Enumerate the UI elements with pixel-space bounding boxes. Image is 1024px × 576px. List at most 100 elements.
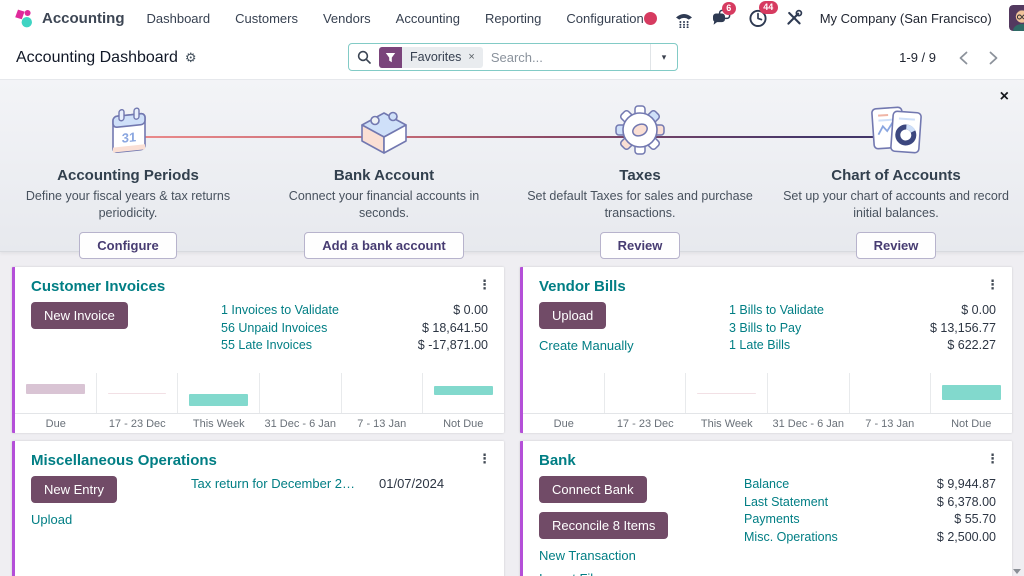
chart-column bbox=[767, 373, 849, 413]
journal-entry-link[interactable]: Tax return for December 2… bbox=[191, 476, 356, 491]
create-manually-link[interactable]: Create Manually bbox=[539, 338, 634, 353]
voip-phone-icon[interactable] bbox=[674, 9, 694, 28]
amount-row-link[interactable]: Payments bbox=[744, 512, 800, 526]
facet-label: Favorites bbox=[410, 50, 462, 64]
chart-bar[interactable] bbox=[942, 385, 1002, 400]
app-name[interactable]: Accounting bbox=[42, 9, 125, 27]
activities-badge: 44 bbox=[758, 1, 778, 14]
search-dropdown-caret-icon[interactable]: ▾ bbox=[650, 44, 677, 70]
activities-clock-icon[interactable]: 44 bbox=[748, 1, 778, 28]
chart-bar[interactable] bbox=[434, 386, 494, 395]
chart-bar[interactable] bbox=[189, 394, 249, 406]
menu-item[interactable]: Reporting bbox=[485, 10, 542, 26]
amount-row-link[interactable]: Balance bbox=[744, 477, 790, 491]
card-action-button[interactable]: Reconcile 8 Items bbox=[539, 512, 669, 539]
company-switcher[interactable]: My Company (San Francisco) bbox=[819, 10, 992, 26]
card-misc-operations[interactable]: Miscellaneous Operations ⋮ New Entry Upl… bbox=[12, 441, 504, 576]
step-title: Accounting Periods bbox=[57, 167, 199, 184]
step-title: Taxes bbox=[619, 167, 661, 184]
vendor-bills-chart: Due 17 - 23 Dec This Week 31 Dec - 6 Jan 7 -… bbox=[523, 373, 1012, 433]
amount-value: $ 0.00 bbox=[453, 303, 488, 317]
new-entry-button[interactable]: New Entry bbox=[31, 476, 117, 503]
chart-category-label: 31 Dec - 6 Jan bbox=[772, 418, 845, 430]
amount-row-link[interactable]: 1 Late Bills bbox=[729, 338, 791, 352]
top-navbar: Accounting Dashboard Customers Vendors A… bbox=[0, 0, 1024, 36]
amount-row-link[interactable]: Last Statement bbox=[744, 494, 829, 509]
card-title[interactable]: Vendor Bills bbox=[539, 278, 626, 295]
journal-entry-date: 01/07/2024 bbox=[379, 476, 445, 491]
amount-row-link[interactable]: 3 Bills to Pay bbox=[729, 320, 802, 335]
chart-bar[interactable] bbox=[107, 393, 167, 394]
step-title: Chart of Accounts bbox=[831, 167, 961, 184]
odoo-app-logo-icon[interactable] bbox=[12, 7, 34, 29]
amount-row-link[interactable]: Misc. Operations bbox=[744, 529, 838, 544]
pager-previous-button[interactable] bbox=[948, 44, 978, 72]
chart-category-label: 31 Dec - 6 Jan bbox=[264, 418, 337, 430]
card-vendor-bills[interactable]: Vendor Bills ⋮ Upload Create Manually 1 … bbox=[520, 267, 1012, 433]
amount-value: $ -17,871.00 bbox=[417, 338, 488, 352]
chart-column bbox=[177, 373, 259, 413]
puzzle-icon bbox=[256, 98, 512, 162]
scrollbar-arrow-icon[interactable] bbox=[1013, 569, 1021, 574]
chart-category-label: 17 - 23 Dec bbox=[108, 418, 166, 430]
card-kebab-menu-icon[interactable]: ⋮ bbox=[478, 451, 491, 466]
card-action-link[interactable]: Import File bbox=[539, 571, 600, 576]
amount-value: $ 18,641.50 bbox=[421, 320, 488, 335]
chart-category-label: 7 - 13 Jan bbox=[865, 418, 915, 430]
step-action-button[interactable]: Add a bank account bbox=[304, 231, 464, 259]
step-description: Connect your financial accounts in secon… bbox=[288, 189, 480, 220]
chart-category-label: Not Due bbox=[951, 418, 992, 430]
card-kebab-menu-icon[interactable]: ⋮ bbox=[986, 277, 999, 292]
onboarding-step: 31 Accounting Periods Define your fiscal… bbox=[0, 98, 256, 259]
menu-item[interactable]: Dashboard bbox=[146, 10, 211, 26]
amount-row-link[interactable]: 55 Late Invoices bbox=[221, 338, 313, 352]
pager-value: 1-9 / 9 bbox=[899, 50, 936, 65]
amount-row-link[interactable]: 1 Bills to Validate bbox=[729, 303, 824, 317]
card-kebab-menu-icon[interactable]: ⋮ bbox=[986, 451, 999, 466]
step-action-button[interactable]: Review bbox=[855, 231, 937, 259]
user-avatar[interactable] bbox=[1008, 5, 1024, 31]
menu-item[interactable]: Accounting bbox=[395, 10, 460, 26]
search-input[interactable] bbox=[490, 49, 650, 65]
card-bank[interactable]: Bank ⋮ Connect Bank Reconcile 8 Items Ne… bbox=[520, 441, 1012, 576]
pager-next-button[interactable] bbox=[978, 44, 1008, 72]
chart-column bbox=[930, 373, 1012, 413]
card-action-link[interactable]: New Transaction bbox=[539, 548, 636, 563]
menu-item[interactable]: Customers bbox=[235, 10, 298, 26]
kanban-amount-row: 1 Late Bills $ 622.27 bbox=[729, 338, 996, 353]
page-title: Accounting Dashboard bbox=[16, 48, 178, 66]
view-settings-gear-icon[interactable]: ⚙ bbox=[184, 49, 197, 65]
amount-row-link[interactable]: 56 Unpaid Invoices bbox=[221, 320, 328, 335]
card-action-button[interactable]: Connect Bank bbox=[539, 476, 647, 503]
chart-column bbox=[15, 373, 96, 413]
step-action-button[interactable]: Configure bbox=[79, 231, 177, 259]
step-action-button[interactable]: Review bbox=[599, 231, 681, 259]
upload-bill-button[interactable]: Upload bbox=[539, 302, 607, 329]
menu-item[interactable]: Configuration bbox=[566, 10, 644, 26]
chart-column bbox=[95, 373, 178, 413]
onboarding-step: Taxes Set default Taxes for sales and pu… bbox=[512, 98, 768, 259]
amount-value: $ 2,500.00 bbox=[936, 529, 996, 544]
chart-bar[interactable] bbox=[697, 393, 757, 394]
card-title[interactable]: Bank bbox=[539, 452, 576, 469]
card-title[interactable]: Miscellaneous Operations bbox=[31, 452, 217, 469]
amount-value: $ 13,156.77 bbox=[929, 320, 996, 335]
banner-close-icon[interactable]: × bbox=[999, 88, 1009, 105]
customer-invoices-chart: Due 17 - 23 Dec This Week 31 Dec - 6 Jan 7 -… bbox=[15, 373, 504, 433]
debug-tools-icon[interactable] bbox=[785, 9, 803, 27]
search-bar[interactable]: Favorites × ▾ bbox=[348, 43, 678, 71]
chart-column bbox=[523, 373, 604, 413]
card-customer-invoices[interactable]: Customer Invoices ⋮ New Invoice 1 Invoic… bbox=[12, 267, 504, 433]
facet-remove-icon[interactable]: × bbox=[468, 51, 475, 63]
upload-link[interactable]: Upload bbox=[31, 512, 73, 527]
onboarding-progress-line bbox=[128, 136, 896, 138]
chart-bar[interactable] bbox=[26, 384, 85, 394]
amount-row-link[interactable]: 1 Invoices to Validate bbox=[221, 303, 339, 317]
new-invoice-button[interactable]: New Invoice bbox=[31, 302, 128, 329]
chart-category-label: Not Due bbox=[443, 418, 484, 430]
messages-icon[interactable]: 6 bbox=[711, 2, 736, 27]
kanban-amount-row: 55 Late Invoices $ -17,871.00 bbox=[221, 338, 488, 353]
menu-item[interactable]: Vendors bbox=[322, 10, 371, 26]
card-title[interactable]: Customer Invoices bbox=[31, 278, 166, 295]
card-kebab-menu-icon[interactable]: ⋮ bbox=[478, 277, 491, 292]
